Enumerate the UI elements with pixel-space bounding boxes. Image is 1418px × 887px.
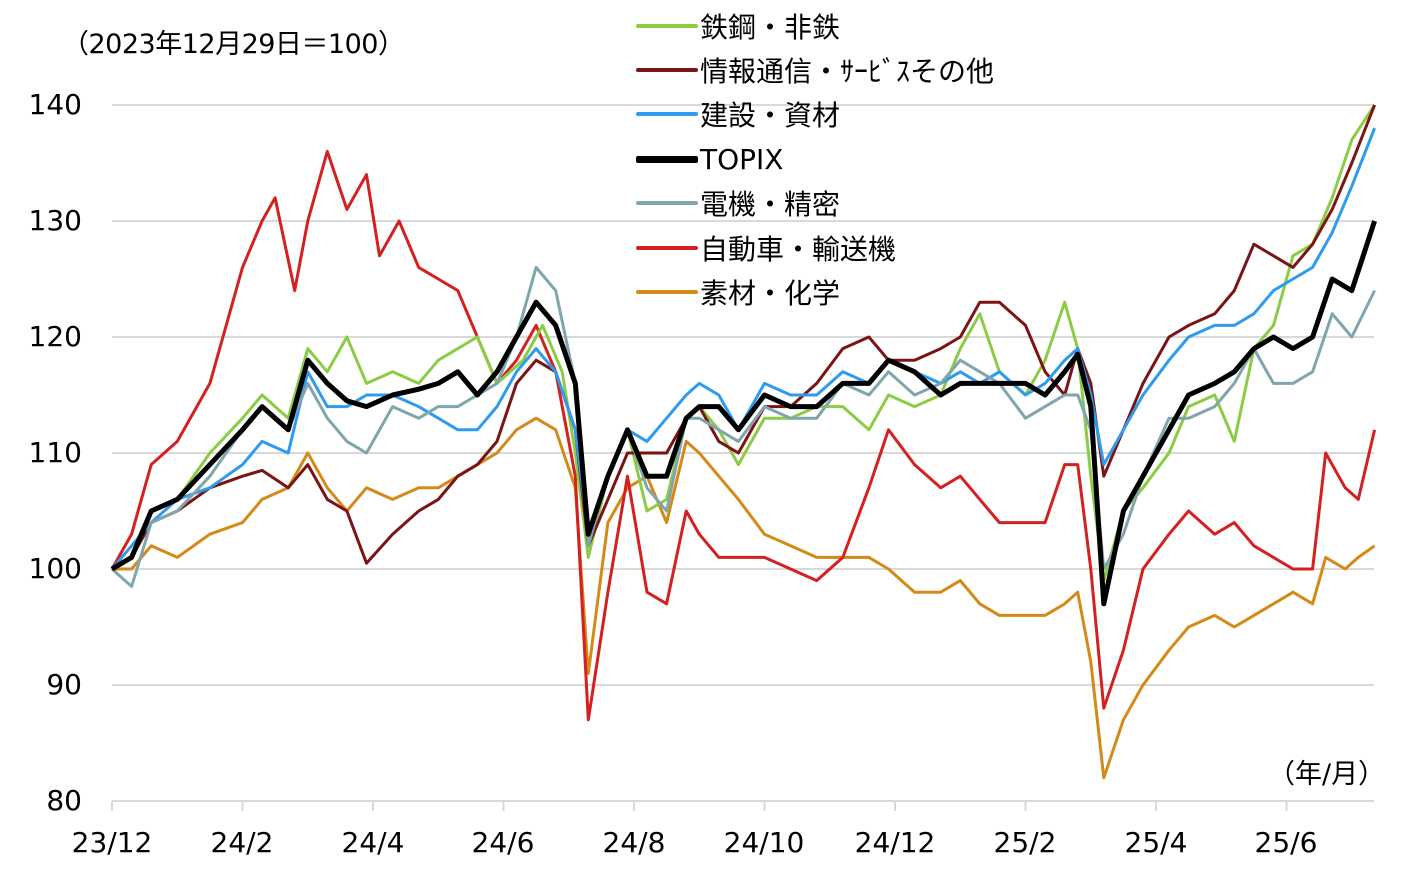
x-axis: [111, 800, 1374, 811]
legend-item-electrical: 電機・精密: [636, 181, 1056, 225]
series-line-1: [111, 104, 1376, 571]
x-tick-25-2: 25/2: [993, 826, 1057, 859]
legend-swatch-it-services: [636, 68, 698, 72]
series-lines: [110, 104, 1377, 780]
legend-swatch-steel: [636, 24, 698, 28]
legend-label-construction: 建設・資材: [700, 99, 841, 132]
legend-item-auto: 自動車・輸送機: [636, 226, 1056, 270]
y-tick-110: 110: [28, 436, 82, 469]
legend-item-topix: TOPIX: [636, 137, 1056, 181]
legend-label-auto: 自動車・輸送機: [700, 233, 897, 266]
legend-swatch-topix: [636, 155, 698, 163]
legend-item-materials: 素材・化学: [636, 270, 1056, 314]
series-line-0: [111, 104, 1376, 583]
y-tick-80: 80: [46, 784, 82, 817]
x-tick-24-2: 24/2: [210, 826, 274, 859]
x-tick-25-4: 25/4: [1124, 826, 1188, 859]
legend-label-it-services: 情報通信・ｻｰﾋﾞｽその他: [700, 55, 995, 88]
x-tick-24-6: 24/6: [471, 826, 535, 859]
y-tick-130: 130: [28, 204, 82, 237]
x-tick-23-12: 23/12: [71, 826, 153, 859]
legend-label-steel: 鉄鋼・非鉄: [700, 11, 841, 44]
y-tick-120: 120: [28, 320, 82, 353]
legend-swatch-materials: [636, 290, 698, 294]
y-tick-100: 100: [28, 552, 82, 585]
gridlines: [112, 104, 1374, 686]
series-line-5: [110, 149, 1377, 722]
x-tick-24-8: 24/8: [602, 826, 666, 859]
legend-label-materials: 素材・化学: [700, 277, 841, 310]
x-tick-25-6: 25/6: [1254, 826, 1318, 859]
legend-swatch-auto: [636, 246, 698, 250]
x-unit-note: （年/月）: [1268, 759, 1386, 790]
base-date-note: （2023年12月29日＝100）: [62, 29, 405, 60]
legend-item-it-services: 情報通信・ｻｰﾋﾞｽその他: [636, 48, 1056, 92]
legend-swatch-construction: [636, 112, 698, 116]
y-tick-140: 140: [28, 88, 82, 121]
legend-label-electrical: 電機・精密: [700, 188, 841, 221]
x-tick-24-4: 24/4: [341, 826, 405, 859]
series-line-6: [112, 416, 1376, 780]
legend-swatch-electrical: [636, 201, 698, 205]
legend-label-topix: TOPIX: [700, 142, 784, 176]
legend-item-construction: 建設・資材: [636, 92, 1056, 136]
series-line-4: [111, 265, 1376, 588]
y-tick-90: 90: [46, 668, 82, 701]
x-tick-24-12: 24/12: [854, 826, 936, 859]
series-line-3: [110, 220, 1377, 607]
x-tick-24-10: 24/10: [723, 826, 805, 859]
legend-item-steel: 鉄鋼・非鉄: [636, 4, 1056, 48]
